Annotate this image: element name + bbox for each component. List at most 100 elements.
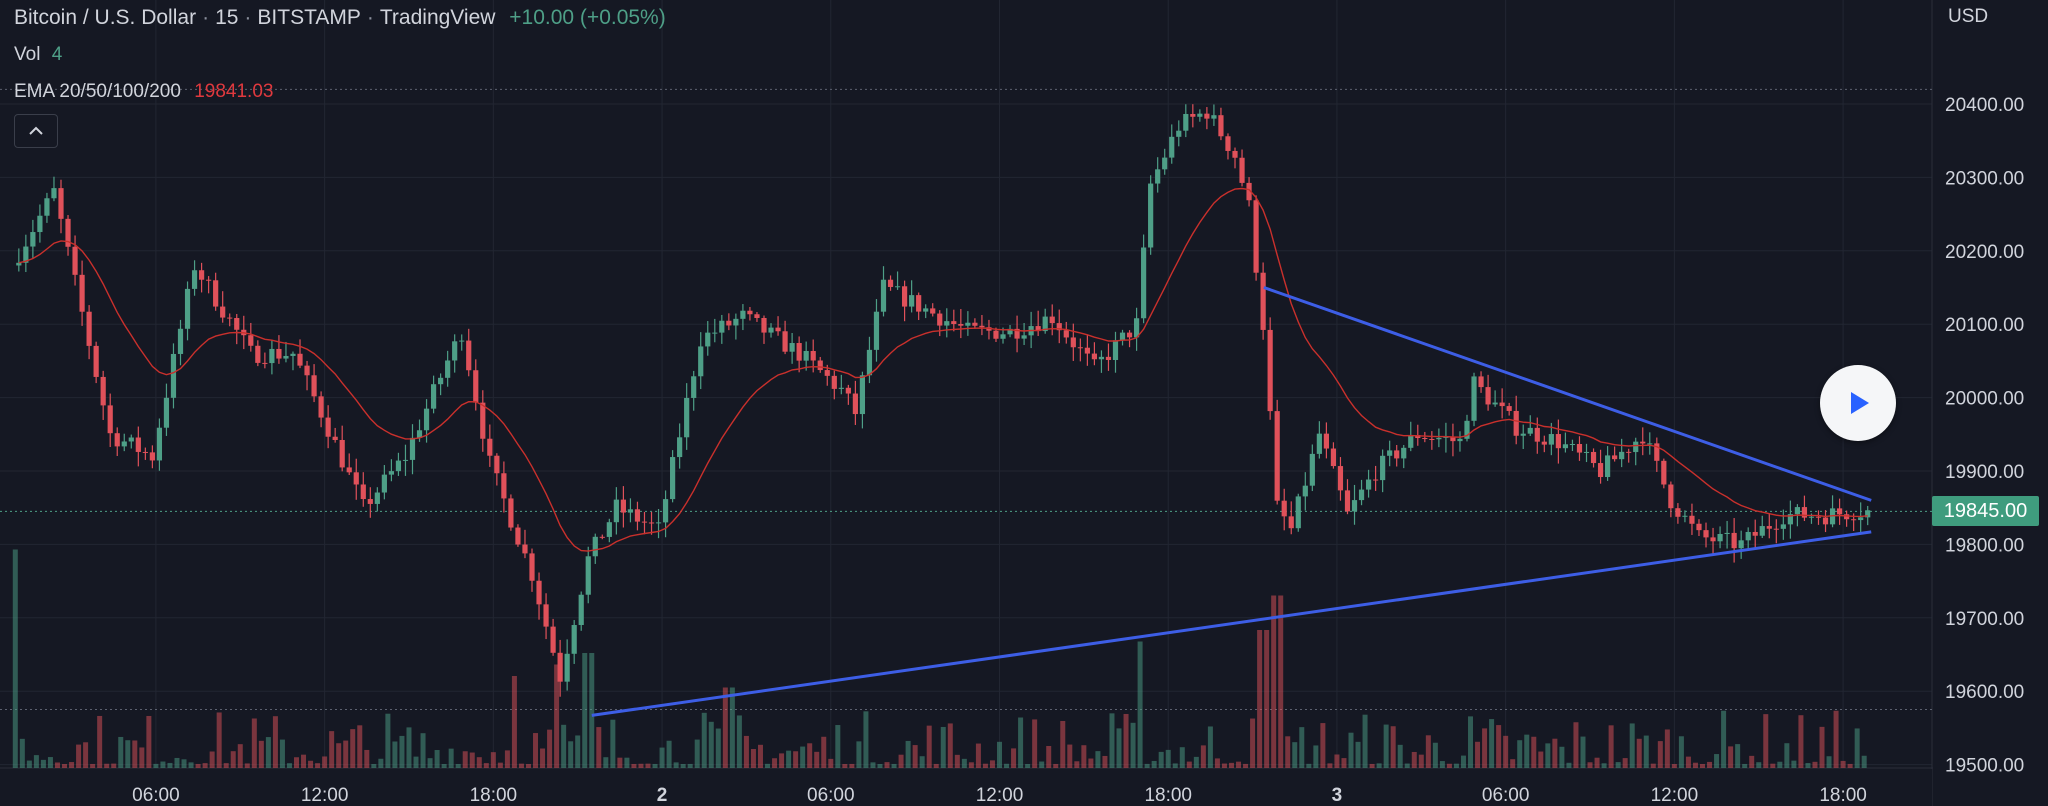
candle-body — [789, 343, 795, 352]
volume-bar — [1636, 738, 1642, 768]
candle-body — [480, 402, 486, 439]
candle-body — [747, 310, 753, 315]
candle-body — [1752, 531, 1758, 536]
candle-body — [1084, 347, 1090, 354]
volume-bar — [525, 763, 531, 768]
candle-body — [213, 280, 219, 307]
volume-bar — [1770, 763, 1776, 768]
volume-bar — [736, 715, 742, 768]
volume-bar — [1369, 763, 1375, 768]
trendline-lower — [591, 530, 1872, 717]
candle-body — [381, 474, 387, 493]
candle-body — [522, 544, 528, 554]
volume-bar — [1742, 763, 1748, 768]
volume-bar — [1193, 756, 1199, 768]
volume-bar — [1025, 763, 1031, 768]
candle-body — [648, 522, 655, 524]
candle-body — [395, 460, 402, 472]
candle-body — [1597, 463, 1604, 478]
data-source: TradingView — [379, 6, 496, 29]
volume-bar — [1271, 595, 1277, 768]
volume-bar — [1060, 720, 1066, 768]
candle-body — [1330, 448, 1337, 467]
volume-bar — [828, 758, 834, 768]
candle-body — [1675, 508, 1681, 517]
candle-body — [1260, 272, 1266, 330]
candle-body — [677, 437, 683, 458]
volume-bar — [251, 718, 257, 768]
candle-body — [353, 472, 359, 485]
candle-body — [1302, 485, 1308, 497]
volume-bar — [1692, 762, 1698, 768]
volume-legend[interactable]: Vol 4 — [14, 44, 62, 66]
volume-bar — [1236, 761, 1242, 768]
time-tick-label: 18:00 — [470, 785, 518, 806]
time-tick-label: 2 — [657, 785, 668, 806]
trendlines[interactable] — [591, 286, 1872, 717]
volume-bar — [195, 763, 201, 768]
volume-bar — [1714, 754, 1720, 768]
volume-bar — [1243, 763, 1249, 768]
volume-bar — [336, 743, 342, 768]
symbol-legend[interactable]: Bitcoin / U.S. Dollar · 15 · BITSTAMP · Tradin… — [14, 6, 666, 29]
replay-play-button[interactable] — [1820, 365, 1896, 441]
volume-bar — [1453, 763, 1459, 768]
volume-bar — [1784, 743, 1790, 768]
volume-bar — [1833, 710, 1839, 768]
candle-body — [234, 318, 240, 330]
candle-body — [1703, 530, 1709, 538]
candle-body — [1049, 316, 1055, 324]
ema-label: EMA 20/50/100/200 — [14, 81, 181, 102]
candle-body — [1133, 318, 1140, 338]
volume-bar — [1482, 728, 1488, 768]
candle-body — [1091, 353, 1098, 360]
candle-body — [269, 348, 275, 364]
volume-bar — [125, 740, 131, 768]
candle-body — [1682, 515, 1688, 517]
candle-body — [944, 321, 950, 326]
candle-body — [1155, 169, 1161, 184]
candle-body — [817, 360, 823, 371]
candle-body — [1492, 402, 1498, 405]
candle-body — [1148, 183, 1154, 248]
price-axis[interactable]: 19500.00 19600.00 19700.00 19800.00 19900.00… — [1933, 0, 2048, 806]
candle-body — [1815, 516, 1822, 518]
candle-body — [332, 436, 338, 441]
volume-bar — [1854, 728, 1860, 768]
collapse-legend-button[interactable] — [14, 114, 58, 148]
volume-bar — [1503, 735, 1509, 768]
candle-body — [916, 295, 922, 312]
volume-bar — [153, 763, 159, 768]
candle-body — [1759, 526, 1765, 536]
candle-body — [23, 246, 29, 263]
candle-body — [1717, 533, 1723, 542]
candle-body — [1836, 508, 1843, 515]
volume-bar — [1545, 743, 1551, 768]
volume-bar — [329, 731, 335, 768]
interval: 15 — [215, 6, 239, 29]
ema-legend[interactable]: EMA 20/50/100/200 19841.03 — [14, 81, 273, 103]
volume-bar — [1207, 726, 1213, 768]
volume-bar — [568, 741, 574, 768]
last-price-label: 19845.00 — [1932, 496, 2039, 526]
candle-body — [592, 536, 598, 557]
volume-bar — [322, 756, 328, 768]
volume-bar — [1186, 761, 1192, 768]
volume-bar — [1425, 735, 1431, 768]
volume-bar — [1404, 763, 1410, 768]
time-axis[interactable]: 06:00 12:00 18:00 2 06:00 12:00 18:00 3 06:00 12:… — [0, 769, 1932, 806]
volume-bar — [1798, 715, 1804, 768]
volume-bar — [1805, 763, 1811, 768]
volume-bar — [793, 751, 799, 768]
volume-bar — [638, 763, 644, 768]
volume-bar — [1580, 736, 1586, 768]
volume-bar — [1046, 745, 1052, 768]
volume-bar — [343, 740, 349, 768]
volume-bar — [540, 748, 546, 768]
volume-bar — [919, 756, 925, 768]
candle-body — [1063, 330, 1069, 338]
volume-bar — [315, 763, 321, 768]
volume-bar — [547, 729, 553, 768]
